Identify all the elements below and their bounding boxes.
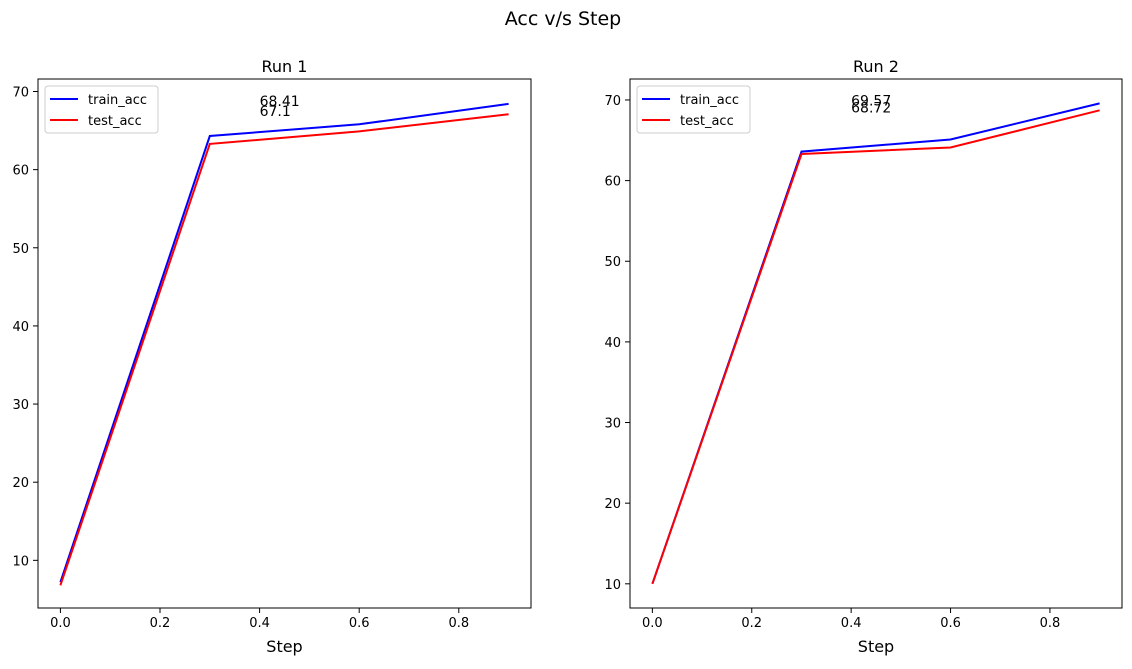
- y-tick-label: 60: [604, 175, 621, 190]
- legend: train_acc test_acc: [636, 85, 751, 134]
- x-tick-label: 0.6: [940, 616, 961, 631]
- value-annotation: 67.1: [260, 104, 291, 120]
- x-tick-label: 0.8: [448, 616, 469, 631]
- x-axis-label: Step: [858, 637, 894, 656]
- y-tick-label: 20: [12, 476, 29, 491]
- value-annotation: 68.72: [851, 100, 891, 116]
- legend-label: test_acc: [88, 114, 142, 129]
- series-line-train_acc: [59, 102, 509, 583]
- x-tick-label: 0.0: [642, 616, 663, 631]
- x-tick-label: 0.6: [349, 616, 370, 631]
- x-axis-label: Step: [266, 637, 302, 656]
- y-tick-label: 10: [604, 578, 621, 593]
- x-tick-label: 0.4: [249, 616, 270, 631]
- x-tick-label: 0.0: [50, 616, 71, 631]
- x-tick-label: 0.4: [841, 616, 862, 631]
- y-tick-label: 40: [12, 320, 29, 335]
- y-tick-label: 50: [12, 242, 29, 257]
- legend-label: test_acc: [680, 114, 734, 129]
- legend-label: train_acc: [88, 93, 147, 108]
- legend-box: [636, 85, 751, 134]
- plot-frame: [629, 78, 1123, 609]
- value-annotation: 69.57: [851, 93, 891, 109]
- y-tick-label: 70: [12, 86, 29, 101]
- legend: train_acc test_acc: [44, 85, 159, 134]
- x-tick-label: 0.2: [150, 616, 171, 631]
- y-tick-label: 30: [12, 398, 29, 413]
- x-tick-label: 0.8: [1040, 616, 1061, 631]
- y-tick-label: 20: [604, 497, 621, 512]
- legend-box: [44, 85, 159, 134]
- y-tick-label: 10: [12, 554, 29, 569]
- y-tick-label: 70: [604, 94, 621, 109]
- figure-title: Acc v/s Step: [505, 8, 621, 30]
- series-line-test_acc: [59, 113, 509, 586]
- plot-frame: [37, 78, 532, 609]
- y-tick-label: 50: [604, 255, 621, 270]
- chart-title: Run 1: [262, 57, 308, 76]
- legend-label: train_acc: [680, 93, 739, 108]
- series-line-test_acc: [651, 109, 1100, 585]
- value-annotation: 68.41: [260, 94, 300, 110]
- chart-title: Run 2: [853, 57, 899, 76]
- y-tick-label: 40: [604, 336, 621, 351]
- x-tick-label: 0.2: [741, 616, 762, 631]
- y-tick-label: 30: [604, 417, 621, 432]
- y-tick-label: 60: [12, 164, 29, 179]
